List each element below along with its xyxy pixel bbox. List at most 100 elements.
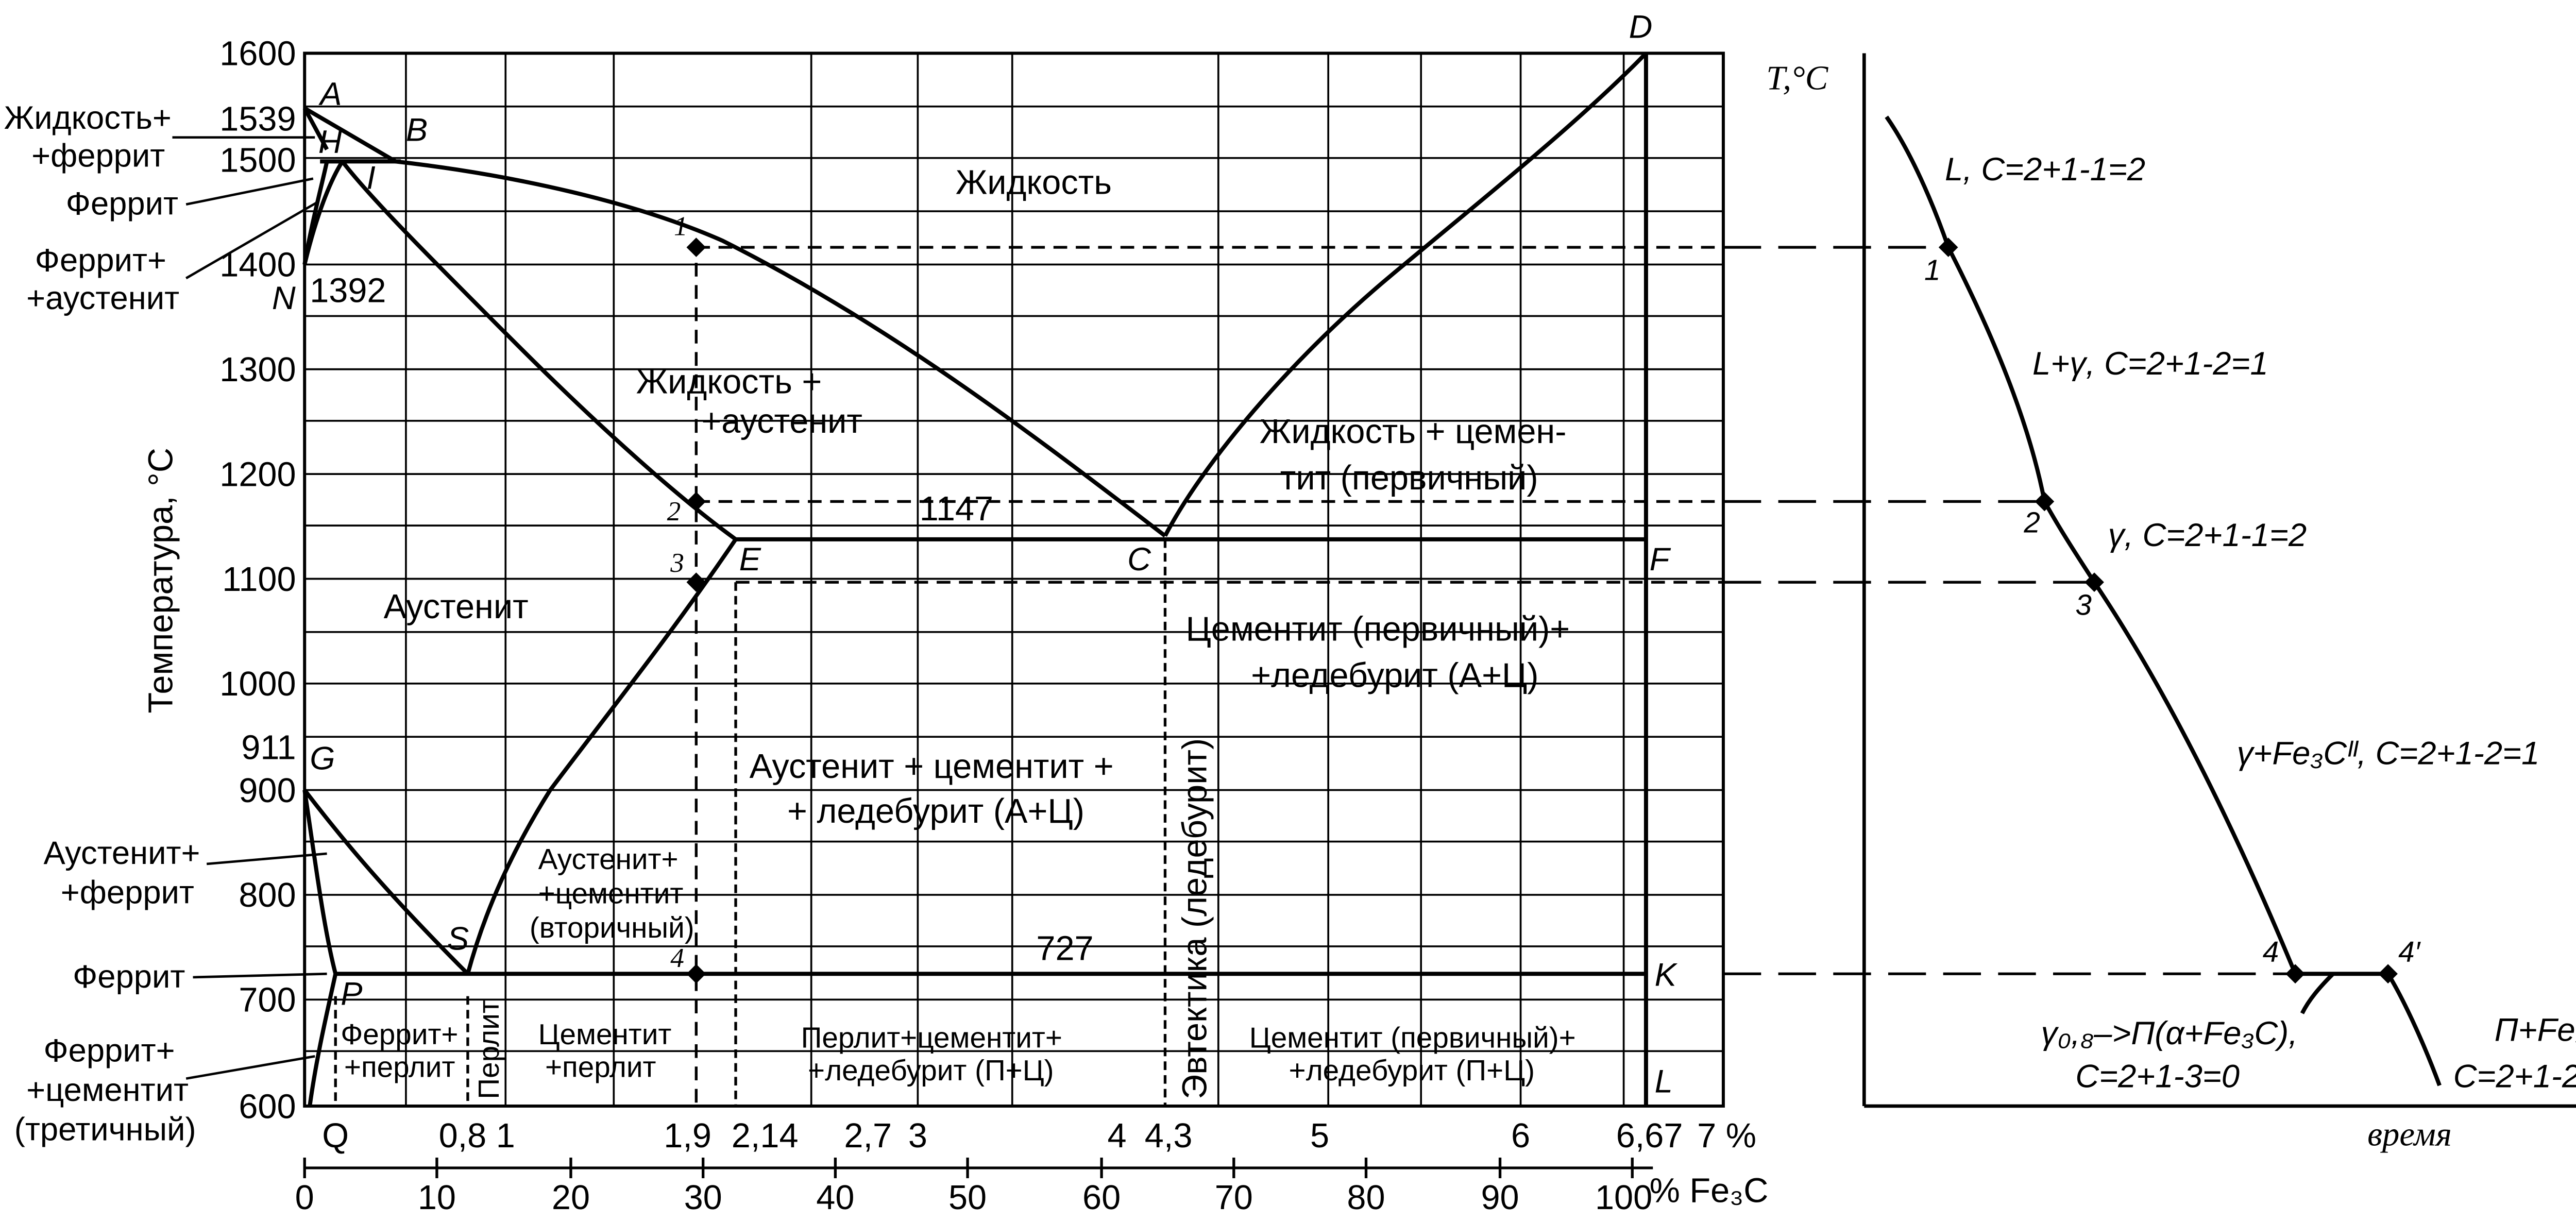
cooling-marker-2: 2: [2023, 506, 2040, 539]
segment-label-2: L+γ, C=2+1-2=1: [2032, 346, 2268, 382]
cooling-marker-4-prime: 4′: [2398, 936, 2421, 969]
segment-label-1: L, C=2+1-1=2: [1945, 151, 2145, 188]
point-c: C: [1127, 541, 1151, 578]
point-l: L: [1655, 1063, 1673, 1099]
fe3c-tick-20: 20: [552, 1179, 590, 1217]
label-ferrite-austenite-2: +аустенит: [26, 280, 179, 316]
line-pq: [308, 973, 338, 1107]
cooling-marker-4: 4: [2263, 936, 2279, 969]
y-tick-1500: 1500: [219, 141, 296, 179]
point-n: N: [272, 280, 296, 316]
segment-label-4: γ+Fe₃Cᴵᴵ, C=2+1-2=1: [2237, 736, 2540, 772]
region-cementite-perlite-2: +перлит: [545, 1051, 656, 1083]
cooling-y-axis-label: T,°C: [1766, 59, 1828, 97]
cooling-curve-axes: [1862, 53, 2576, 1108]
line-es: [466, 538, 738, 975]
fe3c-tick-30: 30: [684, 1179, 722, 1217]
cooling-curve: [1885, 115, 2442, 1087]
c-tick-6: 6: [1511, 1117, 1530, 1155]
label-austenite-ferrite-2: +феррит: [61, 875, 194, 911]
fe3c-tick-80: 80: [1347, 1179, 1385, 1217]
c-tick-7: 7 %: [1697, 1117, 1756, 1155]
fe3c-tick-60: 60: [1082, 1179, 1121, 1217]
y-axis-label: Температура, °C: [142, 448, 180, 714]
marker-4-label: 4: [670, 942, 684, 973]
c-tick-1-9: 1,9: [664, 1117, 711, 1155]
cooling-x-axis-label: время: [2367, 1116, 2452, 1153]
alloy-markers: 1 2 3 4: [667, 211, 706, 984]
label-ferrite-austenite-1: Феррит+: [35, 243, 166, 279]
liquidus-cd: [1163, 52, 1648, 537]
segment-label-5-line-1: γ₀,₈–>П(α+Fe₃C),: [2041, 1015, 2298, 1051]
fe3c-tick-10: 10: [418, 1179, 456, 1217]
region-liquid-cementite-2: тит (первичный): [1280, 459, 1538, 497]
point-h: H: [318, 124, 342, 160]
fe3c-tick-90: 90: [1481, 1179, 1519, 1217]
y-tick-1200: 1200: [219, 455, 296, 494]
c-tick-q: Q: [322, 1117, 349, 1155]
region-cementite-ledeburite-2: +ледебурит (А+Ц): [1251, 657, 1538, 695]
fe3c-tick-40: 40: [816, 1179, 854, 1217]
region-cementite-primary-ledeburite-1: Цементит (первичный)+: [1249, 1022, 1576, 1055]
cooling-segment-labels: L, C=2+1-1=2 L+γ, C=2+1-2=1 γ, C=2+1-1=2…: [1945, 151, 2576, 1094]
label-austenite-ferrite-1: Аустенит+: [43, 835, 200, 871]
label-liquid-ferrite-2: +феррит: [31, 138, 165, 174]
y-tick-1000: 1000: [219, 665, 296, 703]
temp-1539: 1539: [219, 100, 296, 138]
carbon-percent-ticks: Q 0,8 1 1,9 2,14 2,7 3 4 4,3 5 6 6,67 7 …: [322, 1117, 1756, 1155]
c-tick-4-3: 4,3: [1145, 1117, 1193, 1155]
region-eutectic: Эвтектика (ледебурит): [1176, 738, 1214, 1099]
c-tick-2-14: 2,14: [732, 1117, 799, 1155]
region-cementite-primary-ledeburite-2: +ледебурит (П+Ц): [1289, 1055, 1535, 1087]
phase-diagram-frame: [303, 52, 1725, 1108]
line-gp: [302, 789, 338, 975]
solidus-ie: [341, 160, 737, 541]
line-gs: [303, 789, 469, 976]
region-perlite: Перлит: [473, 1000, 505, 1099]
segment-label-6-line-1: П+Fe₃C,: [2495, 1012, 2576, 1048]
phase-diagram-grid: [304, 53, 1723, 1106]
label-ferrite-low: Феррит: [73, 959, 185, 995]
region-labels: Жидкость Жидкость + +аустенит Жидкость +…: [384, 164, 1570, 830]
point-p: P: [341, 976, 362, 1012]
marker-2-label: 2: [667, 496, 681, 527]
region-liquid-cementite-1: Жидкость + цемен-: [1260, 413, 1567, 451]
cooling-marker-3: 3: [2075, 589, 2092, 622]
cooling-marker-labels: 1 2 3 4 4′: [1924, 254, 2421, 969]
fe3c-ticks: 0 10 20 30 40 50 60 70 80 90 100: [295, 1179, 1653, 1217]
y-tick-700: 700: [239, 981, 296, 1020]
region-aus-cem2-2: +цементит: [538, 878, 684, 910]
region-cementite-ledeburite-1: Цементит (первичный)+: [1185, 610, 1570, 649]
liquidus-abc: [303, 106, 1166, 538]
marker-4: [686, 964, 706, 984]
point-letters: A H B I N D E C F G S P K L: [272, 9, 1678, 1099]
marker-3: [686, 572, 706, 592]
y-axis-ticks: 1600 1500 1400 1300 1200 1100 1000 900 8…: [219, 35, 296, 1126]
y-tick-1100: 1100: [222, 561, 296, 599]
cooling-marker-1: 1: [1924, 254, 1941, 286]
solidus-ah: [302, 107, 329, 150]
region-perlite-cementite-ledeburite-1: Перлит+цементит+: [801, 1022, 1062, 1055]
region-liquid-austenite-1: Жидкость +: [636, 363, 822, 401]
region-liquid: Жидкость: [956, 164, 1112, 202]
segment-label-6-line-2: C=2+1-2=1: [2453, 1058, 2576, 1094]
dashed-lines: [694, 240, 1723, 1106]
region-perlite-cementite-ledeburite-2: +ледебурит (П+Ц): [808, 1055, 1054, 1087]
y-tick-800: 800: [239, 876, 296, 914]
point-d: D: [1629, 9, 1653, 45]
y-tick-1600: 1600: [219, 35, 296, 73]
fe3c-tick-70: 70: [1215, 1179, 1253, 1217]
c-tick-5: 5: [1310, 1117, 1329, 1155]
label-ferrite-cementite-1: Феррит+: [43, 1032, 175, 1068]
fe3c-tick-100: 100: [1595, 1179, 1652, 1217]
c-tick-4: 4: [1108, 1117, 1127, 1155]
c-tick-2-7: 2,7: [844, 1117, 892, 1155]
point-k: K: [1655, 957, 1678, 993]
marker-2: [686, 491, 706, 512]
phase-lines: [302, 52, 1648, 1107]
fe3c-unit: % Fe₃C: [1650, 1172, 1769, 1210]
fe3c-tick-0: 0: [295, 1179, 314, 1217]
point-i: I: [366, 160, 376, 196]
